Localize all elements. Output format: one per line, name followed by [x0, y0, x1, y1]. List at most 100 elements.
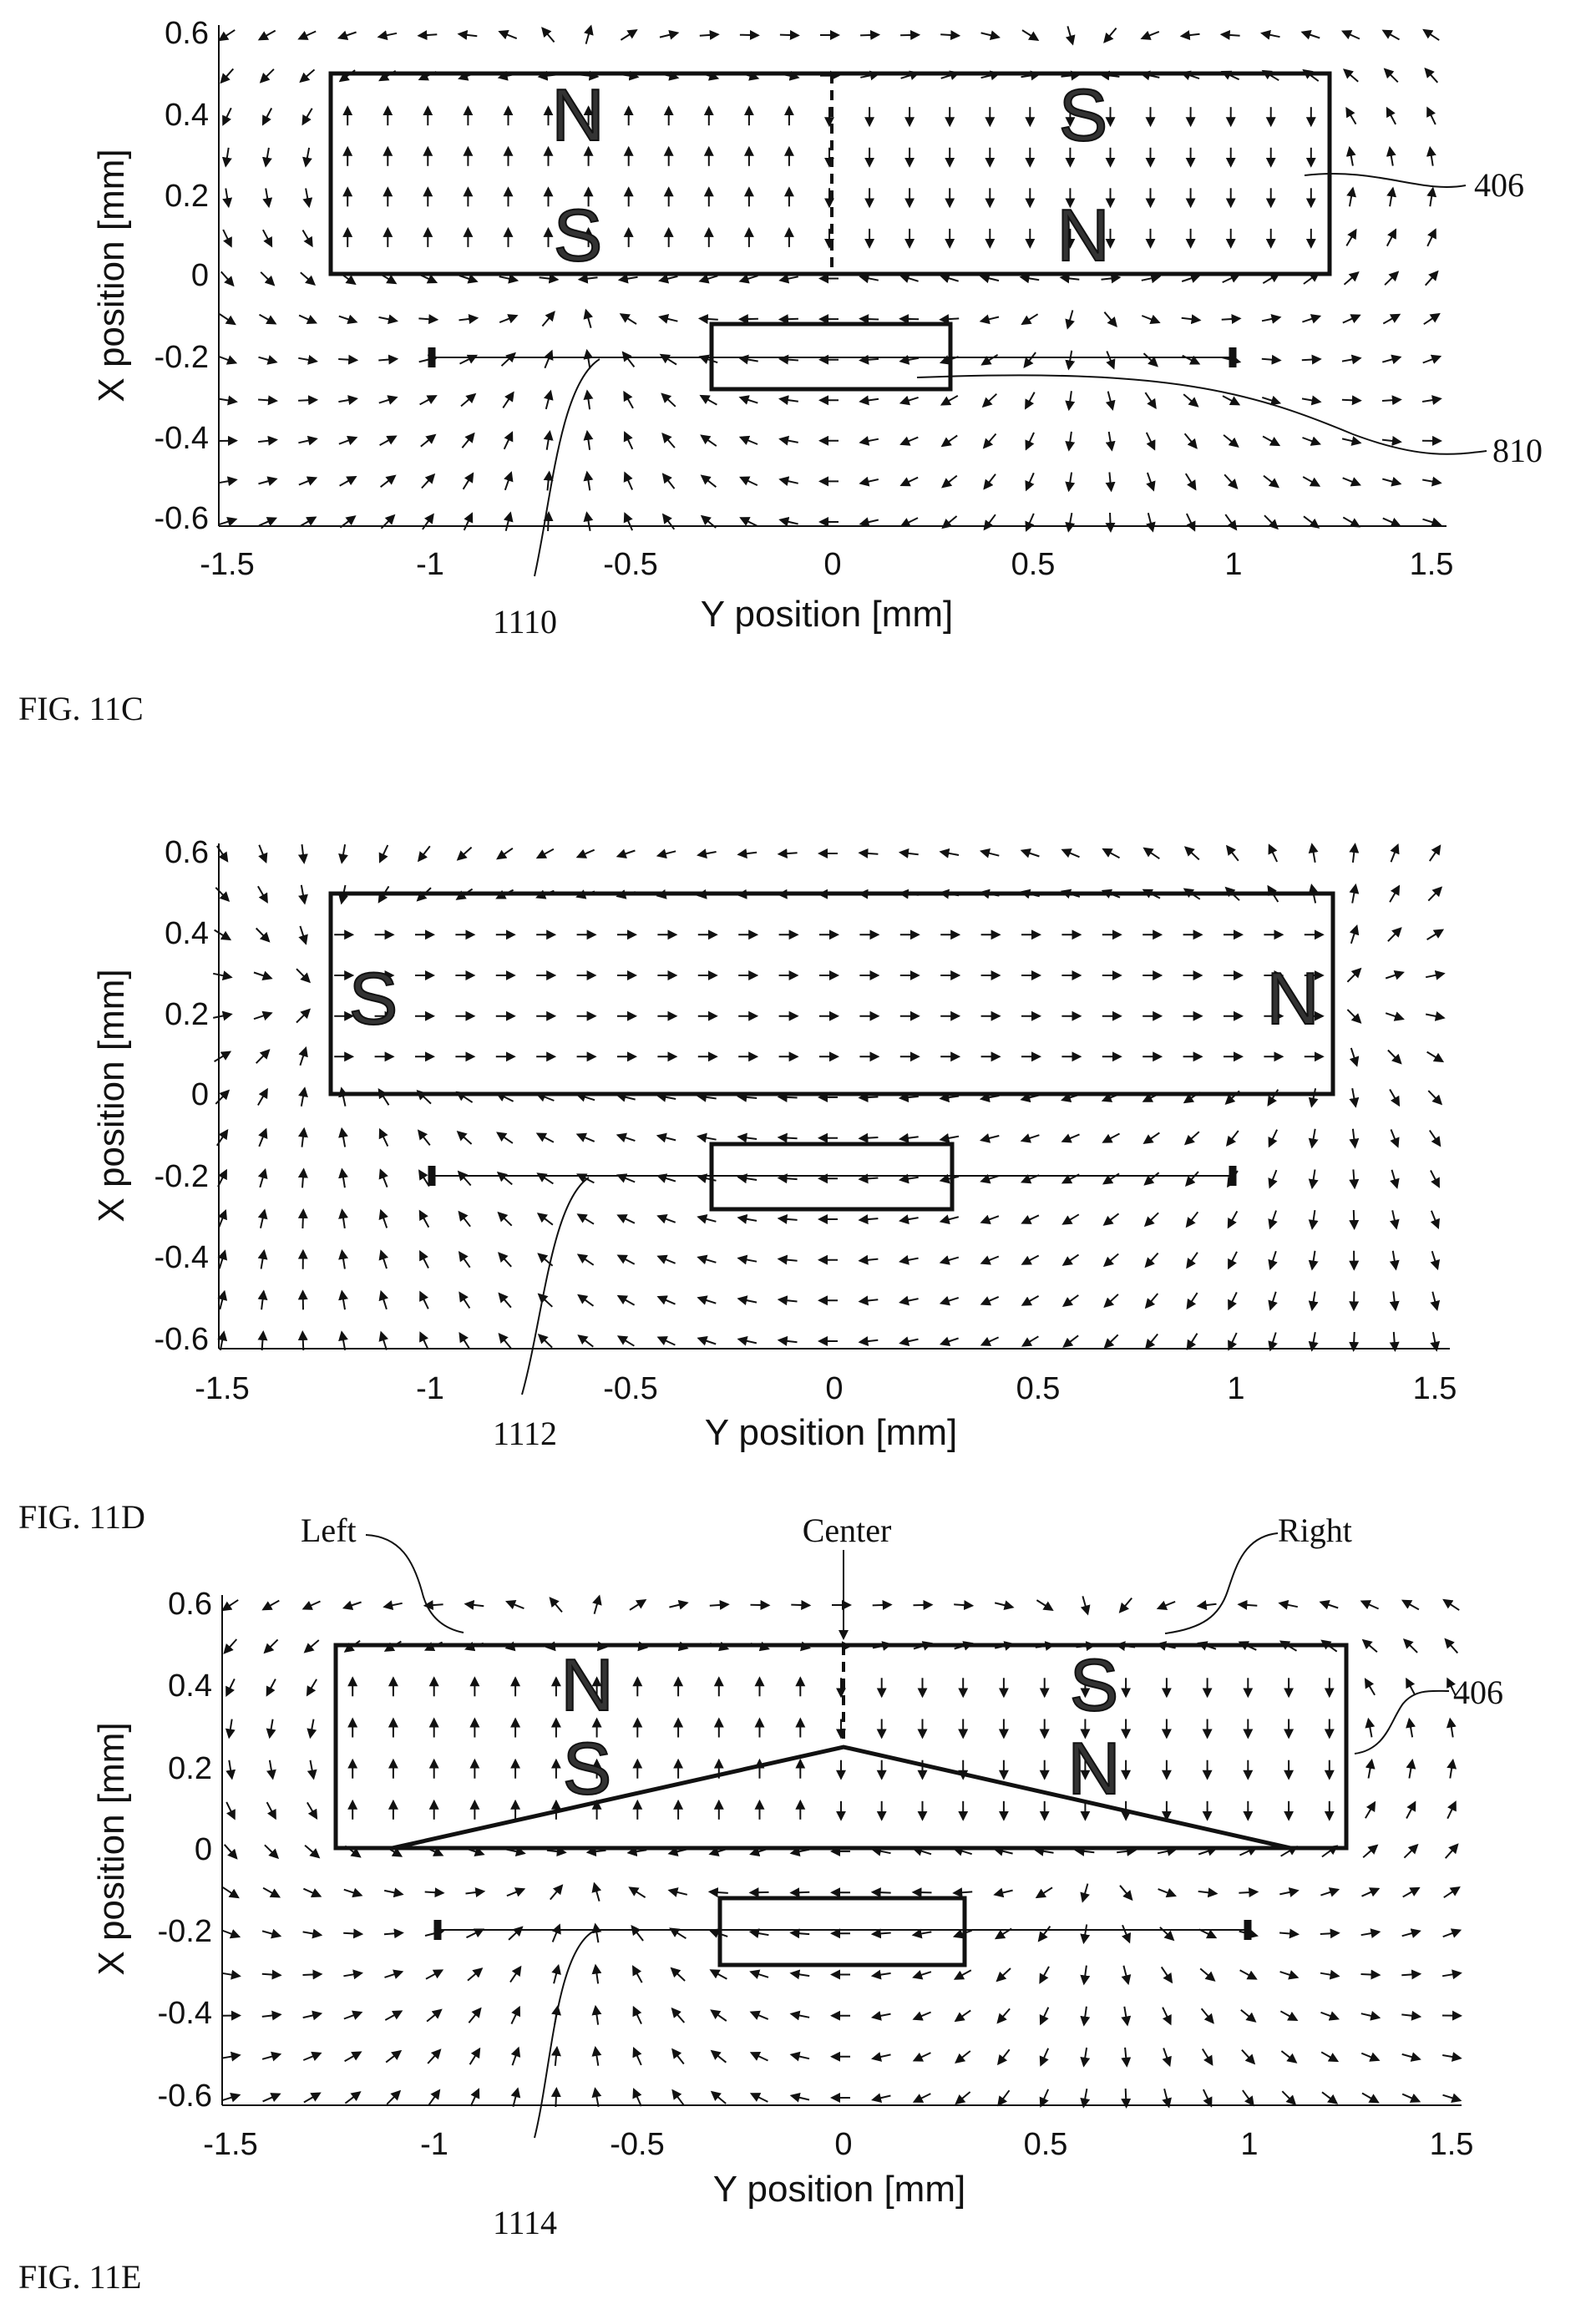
field-arrow: [1426, 228, 1436, 247]
field-arrow: [789, 2051, 810, 2062]
field-arrow: [996, 2048, 1011, 2066]
field-arrow: [1401, 1969, 1422, 1980]
field-arrow: [338, 1086, 348, 1106]
field-arrow: [859, 517, 879, 528]
field-arrow: [378, 1127, 389, 1147]
field-arrow: [257, 1248, 268, 1269]
leader-lines-11c: [534, 173, 1487, 577]
field-arrow: [1268, 843, 1279, 863]
field-arrow: [1389, 884, 1401, 903]
field-arrow: [1364, 1678, 1376, 1696]
field-arrow: [1401, 2010, 1422, 2021]
field-arrow: [1145, 432, 1156, 451]
field-arrow: [898, 1092, 919, 1103]
field-arrow: [710, 2049, 727, 2064]
field-arrow: [656, 1091, 676, 1102]
field-arrow: [1424, 67, 1439, 84]
field-arrow: [585, 1846, 606, 1857]
field-arrow: [939, 273, 959, 283]
field-arrow: [859, 395, 879, 406]
x-axis-label-11d: Y position [mm]: [705, 1412, 957, 1453]
x-ticks-11e: -1.5 -1 -0.5 0 0.5 1 1.5: [203, 2127, 1473, 2162]
y-tick: 0.4: [168, 1669, 212, 1704]
field-arrow: [738, 354, 758, 365]
field-arrow: [591, 1963, 602, 1984]
field-arrow: [871, 1846, 891, 1856]
field-arrow: [543, 430, 554, 450]
field-arrow: [749, 1969, 769, 1979]
field-arrow: [1365, 1800, 1376, 1819]
field-arrow: [1228, 1251, 1238, 1270]
field-arrow: [870, 2011, 891, 2021]
field-arrow: [980, 1214, 1000, 1224]
field-arrow: [632, 2005, 642, 2025]
field-arrow: [213, 970, 233, 981]
field-arrow: [1021, 1295, 1040, 1306]
field-arrow: [1342, 68, 1359, 83]
field-arrow: [1430, 1332, 1441, 1352]
field-arrow: [616, 1254, 636, 1265]
field-arrow: [1360, 1969, 1381, 1980]
field-arrow: [626, 1846, 647, 1857]
field-arrow: [1402, 1886, 1421, 1898]
field-arrow: [338, 395, 358, 406]
field-arrow: [1447, 1800, 1457, 1820]
field-arrow: [1430, 1170, 1440, 1188]
reference-numeral-406: 406: [1453, 1674, 1503, 1711]
field-arrow: [258, 355, 278, 365]
field-arrow: [979, 1133, 1000, 1143]
field-arrow: [1121, 2088, 1132, 2109]
y-tick: -0.6: [158, 2079, 212, 2114]
field-arrow: [671, 2007, 686, 2023]
field-arrow: [872, 1599, 893, 1610]
x-ticks-11d: -1.5 -1 -0.5 0 0.5 1 1.5: [195, 1371, 1457, 1406]
field-arrow: [939, 1173, 960, 1184]
field-arrow: [266, 1719, 276, 1739]
figure-caption-11d: FIG. 11D: [18, 1498, 145, 1536]
field-arrow: [698, 274, 718, 284]
field-arrow: [498, 1332, 512, 1350]
field-arrow: [221, 147, 232, 168]
field-arrow: [1382, 354, 1402, 365]
field-arrow: [1143, 847, 1160, 860]
field-arrow: [912, 1970, 932, 1980]
field-arrow: [1381, 29, 1400, 41]
field-arrow: [257, 1167, 268, 1188]
field-arrow: [296, 968, 312, 984]
y-ticks-11d: 0.6 0.4 0.2 0 -0.2 -0.4 -0.6: [155, 835, 209, 1357]
field-arrow: [225, 1719, 236, 1739]
field-arrow: [1343, 271, 1360, 286]
field-arrow: [337, 30, 357, 40]
field-arrow: [214, 929, 232, 941]
field-arrow: [253, 1010, 273, 1021]
y-tick: 0.6: [168, 1587, 212, 1622]
quiver-field-11d: [213, 843, 1446, 1352]
callout-left: Left: [301, 1512, 357, 1549]
reference-numeral-1114: 1114: [493, 2204, 557, 2241]
field-arrow: [583, 389, 594, 410]
field-arrow: [1239, 1887, 1259, 1898]
field-arrow: [1033, 1846, 1054, 1856]
field-arrow: [503, 511, 514, 531]
field-arrow: [506, 1887, 526, 1897]
field-arrow: [543, 470, 554, 491]
pole-label-s: S: [1070, 1643, 1119, 1726]
field-arrow: [898, 1132, 919, 1143]
field-arrow: [1308, 1088, 1319, 1108]
field-arrow: [537, 1334, 553, 1349]
field-arrow: [342, 1600, 362, 1610]
field-arrow: [344, 2091, 362, 2104]
field-arrow: [1442, 1598, 1460, 1611]
field-arrow: [541, 27, 555, 43]
field-arrow: [1349, 924, 1360, 944]
field-arrow: [778, 435, 798, 446]
field-arrow: [577, 1334, 594, 1348]
field-arrow: [858, 1132, 879, 1143]
field-arrow: [1308, 843, 1319, 863]
field-arrow: [261, 2010, 282, 2021]
field-arrow: [1406, 1677, 1416, 1696]
field-arrow: [661, 432, 676, 448]
field-arrow: [697, 1132, 717, 1143]
field-arrow: [577, 1294, 595, 1307]
field-arrow: [379, 474, 397, 488]
